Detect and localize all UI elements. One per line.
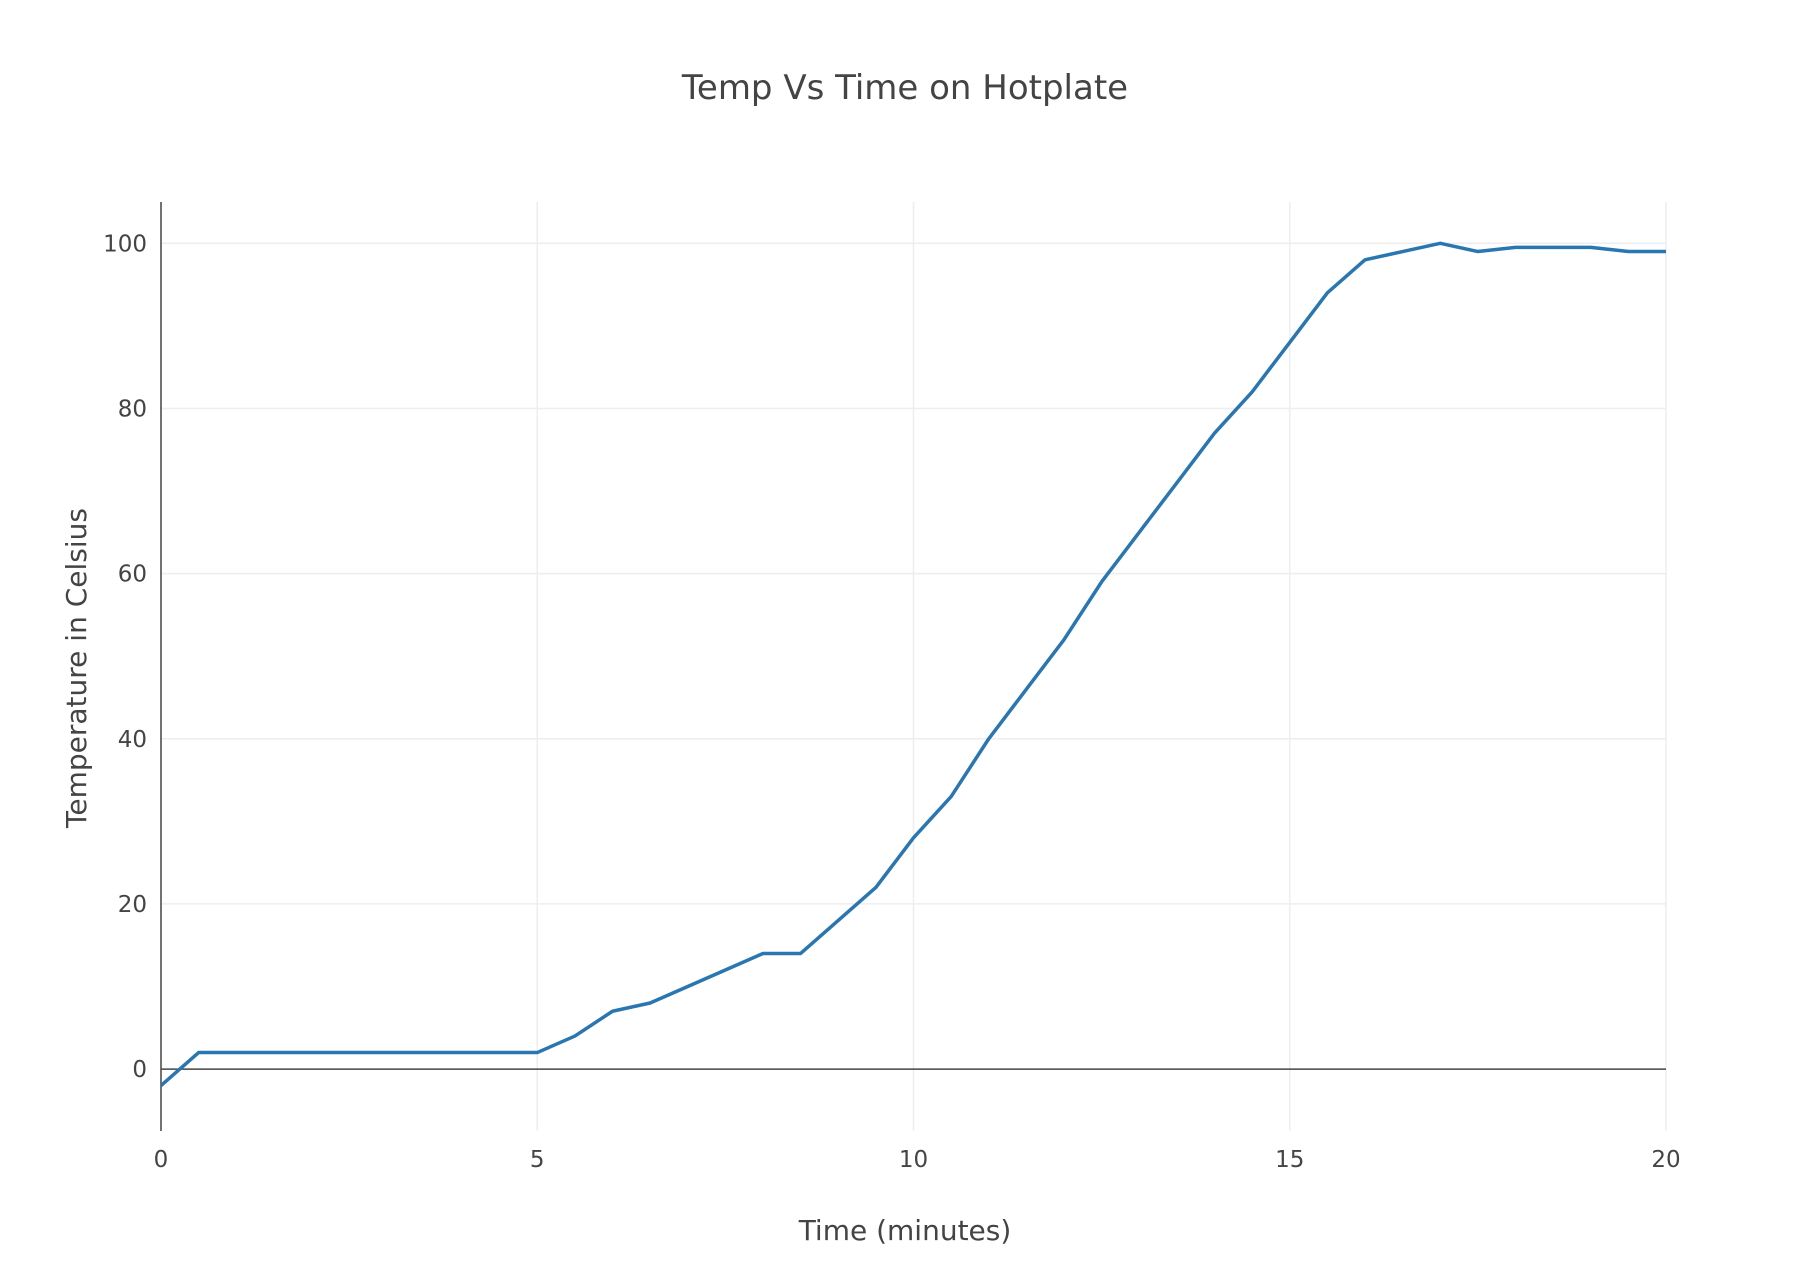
y-tick-label: 20 <box>118 892 147 918</box>
y-tick-label: 0 <box>132 1057 147 1083</box>
x-tick-label: 20 <box>1651 1147 1680 1173</box>
y-axis-title: Temperature in Celsius <box>60 508 93 829</box>
y-tick-label: 40 <box>118 727 147 753</box>
x-tick-label: 0 <box>154 1147 169 1173</box>
x-tick-label: 10 <box>899 1147 928 1173</box>
y-tick-label: 100 <box>103 231 147 257</box>
series-layer <box>161 241 1666 1087</box>
grid <box>161 202 1667 1131</box>
tick-labels: 0 5 10 15 20 0 20 40 60 80 100 <box>103 231 1681 1173</box>
chart-title: Temp Vs Time on Hotplate <box>681 68 1128 108</box>
y-tick-label: 60 <box>118 562 147 588</box>
axes <box>160 202 1666 1131</box>
x-tick-label: 5 <box>530 1147 545 1173</box>
series-line <box>161 241 1666 1087</box>
x-axis-title: Time (minutes) <box>798 1214 1012 1247</box>
x-tick-label: 15 <box>1275 1147 1304 1173</box>
y-tick-label: 80 <box>118 396 147 422</box>
